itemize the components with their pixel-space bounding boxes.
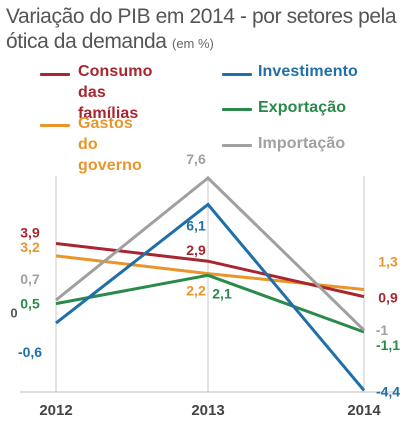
legend-swatch-3 (222, 108, 252, 111)
data-label-2-2014: -4,4 (376, 383, 400, 399)
series-line-3 (55, 273, 365, 334)
data-label-2-2013: 6,1 (186, 218, 206, 234)
x-tick-label-2012: 2012 (39, 402, 72, 419)
data-label-3-2014: -1,1 (376, 337, 400, 353)
series-line-4 (55, 175, 366, 332)
chart-title-main: Variação do PIB em 2014 - por setores pe… (6, 5, 397, 53)
data-label-1-2014: 1,3 (378, 253, 398, 269)
data-label-4-2012: 0,7 (20, 271, 40, 287)
data-label-3-2013: 2,1 (212, 285, 232, 301)
data-label-3-2012: 0,5 (20, 296, 40, 312)
x-tick-label-2013: 2013 (191, 402, 224, 419)
legend-label-3: Exportação (258, 99, 347, 116)
legend-label-2: Investimento (258, 63, 358, 80)
legend-label-4: Importação (258, 135, 346, 152)
legend-swatch-4 (222, 144, 252, 147)
legend-swatch-2 (222, 73, 252, 76)
data-label-4-2013: 7,6 (186, 151, 206, 167)
chart-title-unit: (em %) (172, 36, 214, 51)
data-label-0-2014: 0,9 (378, 290, 398, 306)
legend-label-0: Consumo das famílias (78, 63, 153, 122)
series-line-0 (55, 242, 365, 299)
data-label-1-2013: 2,2 (186, 283, 206, 299)
data-label-4-2014: -1 (376, 322, 389, 338)
data-label-0-2013: 2,9 (186, 242, 206, 258)
series-line-2 (55, 202, 366, 392)
data-label-2-2012: -0,6 (18, 344, 42, 360)
legend-swatch-0 (40, 73, 70, 76)
chart-title: Variação do PIB em 2014 - por setores pe… (6, 4, 412, 56)
data-label-0-2012: 3,9 (20, 224, 40, 240)
legend-label-1: Gastos do governo (78, 115, 142, 174)
x-tick-label-2014: 2014 (347, 402, 381, 419)
data-label-1-2012: 3,2 (20, 239, 40, 255)
legend-swatch-1 (40, 124, 70, 127)
y-tick-label-zero: 0 (10, 306, 17, 321)
